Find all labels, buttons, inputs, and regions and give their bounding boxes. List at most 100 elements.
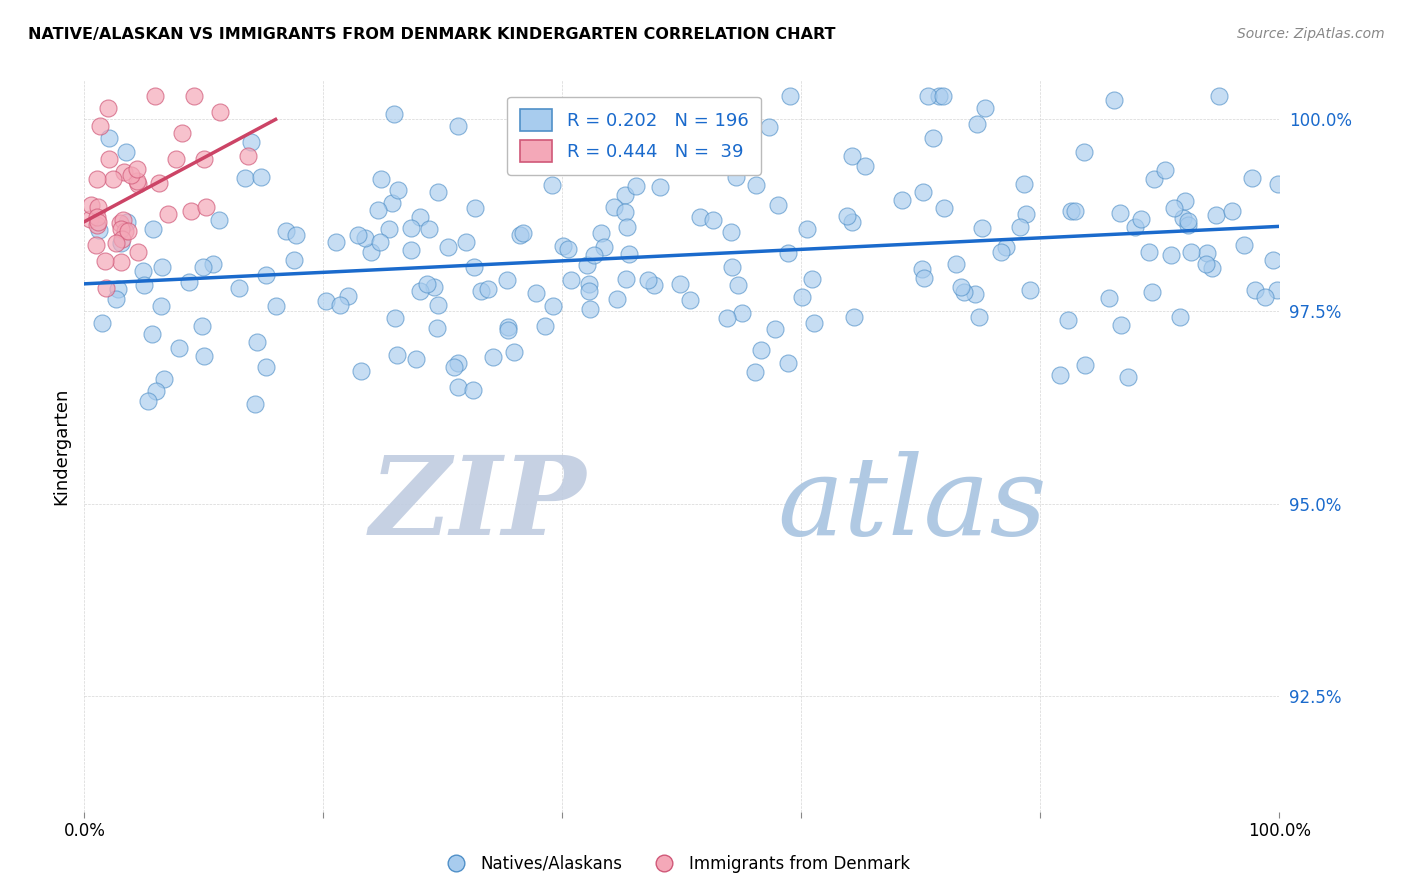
Point <box>643 278 665 293</box>
Point <box>583 248 606 262</box>
Point <box>768 197 790 211</box>
Point <box>405 351 427 366</box>
Point <box>243 397 266 411</box>
Point <box>912 270 935 285</box>
Point <box>143 88 166 103</box>
Point <box>409 284 432 298</box>
Point <box>616 219 638 234</box>
Point <box>1195 257 1218 271</box>
Point <box>1170 310 1192 325</box>
Point <box>105 292 128 306</box>
Point <box>349 364 371 378</box>
Point <box>776 245 799 260</box>
Point <box>354 231 377 245</box>
Point <box>387 183 409 197</box>
Point <box>1063 203 1085 218</box>
Point <box>250 169 273 184</box>
Point <box>132 277 155 292</box>
Point <box>990 244 1012 259</box>
Point <box>416 277 439 292</box>
Point <box>325 235 347 250</box>
Point <box>127 244 149 259</box>
Point <box>110 221 132 235</box>
Point <box>613 188 636 202</box>
Point <box>603 200 626 214</box>
Point <box>648 179 671 194</box>
Point <box>1074 358 1097 372</box>
Point <box>283 252 305 267</box>
Point <box>346 228 368 243</box>
Point <box>86 210 108 224</box>
Point <box>112 164 135 178</box>
Point <box>792 290 814 304</box>
Point <box>360 245 382 260</box>
Point <box>228 281 250 295</box>
Point <box>104 236 127 251</box>
Point <box>110 232 132 246</box>
Point <box>502 344 524 359</box>
Point <box>191 318 214 333</box>
Point <box>1254 290 1277 304</box>
Point <box>337 289 360 303</box>
Point <box>512 226 534 240</box>
Point <box>844 310 866 324</box>
Point <box>495 273 517 287</box>
Point <box>120 168 142 182</box>
Point <box>264 299 287 313</box>
Point <box>132 264 155 278</box>
Point <box>498 320 520 334</box>
Point <box>1049 368 1071 382</box>
Point <box>368 235 391 249</box>
Point <box>969 310 991 324</box>
Point <box>201 257 224 271</box>
Point <box>195 200 218 214</box>
Point <box>1177 218 1199 232</box>
Point <box>853 159 876 173</box>
Point <box>423 279 446 293</box>
Point <box>803 316 825 330</box>
Point <box>156 207 179 221</box>
Point <box>418 222 440 236</box>
Y-axis label: Kindergarten: Kindergarten <box>52 387 70 505</box>
Point <box>98 130 121 145</box>
Point <box>1267 283 1289 297</box>
Point <box>101 171 124 186</box>
Point <box>1109 318 1132 333</box>
Point <box>758 120 780 134</box>
Point <box>1118 369 1140 384</box>
Point <box>509 227 531 242</box>
Point <box>108 216 131 230</box>
Point <box>169 341 191 355</box>
Point <box>1174 194 1197 209</box>
Point <box>1263 252 1285 267</box>
Point <box>193 260 215 274</box>
Point <box>779 88 801 103</box>
Point <box>1073 145 1095 160</box>
Point <box>117 214 139 228</box>
Point <box>541 299 564 313</box>
Point <box>254 360 277 375</box>
Text: NATIVE/ALASKAN VS IMMIGRANTS FROM DENMARK KINDERGARTEN CORRELATION CHART: NATIVE/ALASKAN VS IMMIGRANTS FROM DENMAR… <box>28 27 835 42</box>
Point <box>149 299 172 313</box>
Point <box>1208 88 1230 103</box>
Point <box>86 238 108 252</box>
Point <box>578 302 600 317</box>
Point <box>443 359 465 374</box>
Point <box>801 272 824 286</box>
Text: Source: ZipAtlas.com: Source: ZipAtlas.com <box>1237 27 1385 41</box>
Point <box>1154 162 1177 177</box>
Point <box>464 202 486 216</box>
Point <box>744 178 766 193</box>
Point <box>763 321 786 335</box>
Legend: Natives/Alaskans, Immigrants from Denmark: Natives/Alaskans, Immigrants from Denmar… <box>433 848 917 880</box>
Point <box>87 201 110 215</box>
Point <box>841 149 863 163</box>
Point <box>141 327 163 342</box>
Point <box>1142 285 1164 299</box>
Point <box>125 173 148 187</box>
Point <box>463 260 485 274</box>
Point <box>482 350 505 364</box>
Point <box>557 242 579 256</box>
Point <box>606 292 628 306</box>
Point <box>399 243 422 257</box>
